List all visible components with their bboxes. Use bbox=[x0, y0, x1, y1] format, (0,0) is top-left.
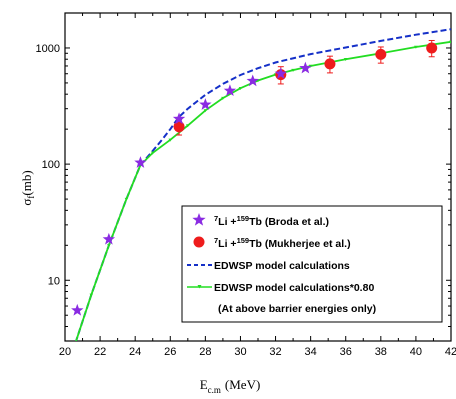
y-tick-label: 10 bbox=[48, 275, 60, 287]
broda-point bbox=[246, 74, 259, 87]
broda-point bbox=[172, 112, 186, 125]
broda-point bbox=[102, 232, 116, 245]
x-tick-label: 24 bbox=[129, 346, 141, 358]
edwsp-scaled-point bbox=[74, 342, 78, 345]
edwsp-scaled-point bbox=[186, 124, 190, 128]
legend-item-edwsp-scaled: EDWSP model calculations*0.80 bbox=[187, 282, 374, 294]
broda-point bbox=[299, 61, 312, 74]
x-tick-label: 36 bbox=[340, 346, 352, 358]
mukherjee-point bbox=[375, 48, 387, 60]
edwsp-scaled-point bbox=[107, 244, 111, 248]
mukherjee-point bbox=[324, 58, 336, 70]
legend-circle-marker bbox=[193, 236, 205, 248]
broda-point bbox=[134, 156, 147, 168]
mukherjee-point bbox=[426, 42, 438, 54]
legend-item-mukherjee: 7Li +159Tb (Mukherjee et al.) bbox=[193, 236, 351, 250]
edwsp-scaled-point bbox=[168, 138, 173, 142]
x-tick-label: 38 bbox=[375, 346, 387, 358]
legend-note: (At above barrier energies only) bbox=[218, 303, 376, 315]
edwsp-scaled-point bbox=[150, 151, 155, 155]
legend-item-broda: 7Li +159Tb (Broda et al.) bbox=[192, 213, 329, 228]
x-tick-label: 26 bbox=[164, 346, 176, 358]
edwsp-scaled-point bbox=[343, 58, 348, 62]
y-axis-title: σf(mb) bbox=[19, 170, 36, 205]
edwsp-scaled-point bbox=[449, 40, 451, 44]
legend-label-mukherjee: 7Li +159Tb (Mukherjee et al.) bbox=[214, 236, 351, 250]
x-tick-label: 34 bbox=[305, 346, 317, 358]
broda-point bbox=[274, 67, 287, 79]
legend-box bbox=[181, 205, 443, 323]
edwsp-scaled-point bbox=[124, 197, 129, 201]
legend-star-marker bbox=[192, 213, 206, 226]
broda-point bbox=[71, 303, 84, 316]
broda-point bbox=[199, 98, 212, 110]
legend-triangle-marker bbox=[197, 285, 202, 289]
edwsp-scaled-point bbox=[89, 293, 94, 297]
x-tick-label: 20 bbox=[59, 346, 71, 358]
legend-item-edwsp: EDWSP model calculations bbox=[187, 260, 350, 272]
x-tick-label: 30 bbox=[234, 346, 246, 358]
legend-label-broda: 7Li +159Tb (Broda et al.) bbox=[214, 214, 329, 228]
x-axis-title: Ec.m (MeV) bbox=[200, 377, 261, 395]
x-tick-label: 22 bbox=[94, 346, 106, 358]
x-tick-label: 40 bbox=[410, 346, 422, 358]
broda-point bbox=[223, 84, 237, 97]
x-tick-label: 28 bbox=[199, 346, 211, 358]
edwsp-scaled-point bbox=[203, 109, 208, 113]
legend-label-edwsp: EDWSP model calculations bbox=[214, 260, 350, 272]
x-tick-label: 42 bbox=[445, 346, 456, 358]
edwsp-scaled-point bbox=[238, 87, 243, 91]
edwsp-scaled-point bbox=[221, 96, 225, 100]
x-tick-label: 32 bbox=[269, 346, 281, 358]
legend-label-edwsp-scaled: EDWSP model calculations*0.80 bbox=[214, 282, 374, 294]
y-tick-label: 1000 bbox=[36, 43, 60, 55]
mukherjee-point bbox=[173, 121, 185, 133]
legend: 7Li +159Tb (Broda et al.) 7Li +159Tb (Mu… bbox=[181, 205, 443, 323]
y-tick-label: 100 bbox=[42, 159, 60, 171]
edwsp-scaled-point bbox=[291, 68, 295, 72]
edwsp-scaled-point bbox=[414, 45, 418, 49]
